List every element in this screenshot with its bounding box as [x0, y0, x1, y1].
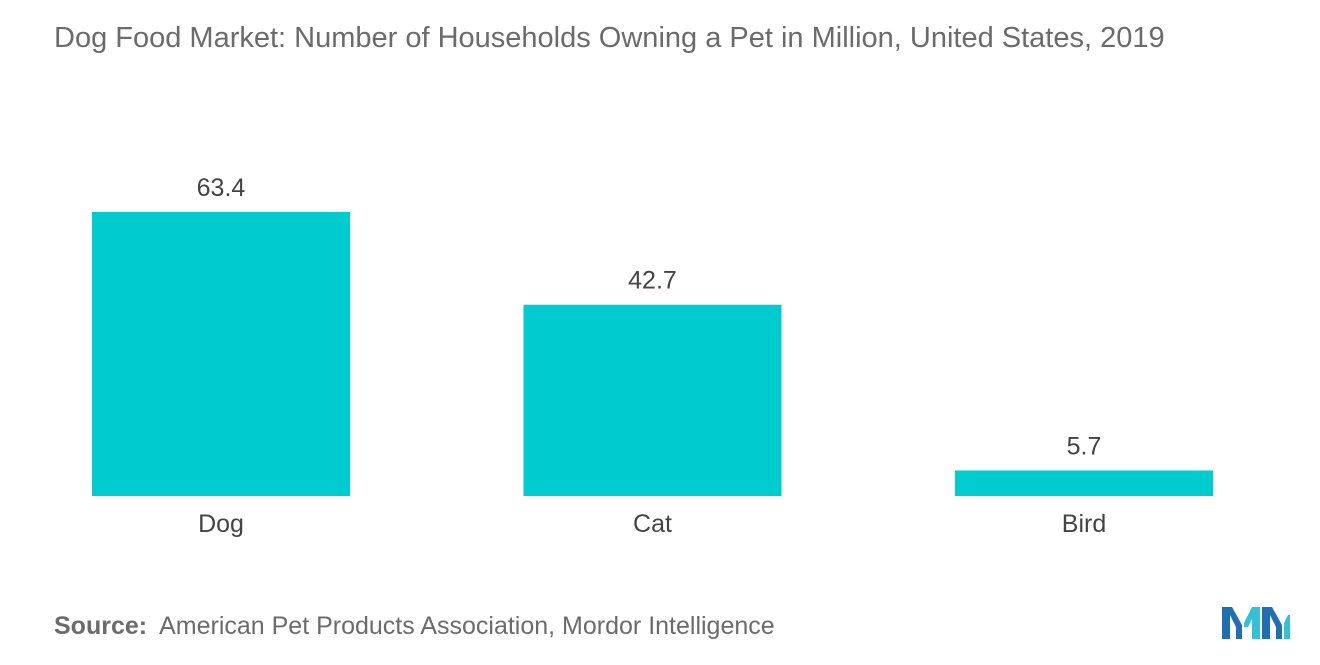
- value-label-group: 63.4 42.7 5.7: [197, 174, 1102, 460]
- bar-group: [92, 212, 1213, 496]
- bar-dog: [92, 212, 350, 496]
- mordor-intelligence-logo-icon: [1222, 607, 1290, 639]
- category-label-group: Dog Cat Bird: [198, 510, 1106, 538]
- value-label-dog: 63.4: [197, 174, 246, 202]
- category-label-cat: Cat: [633, 510, 672, 538]
- source-label: Source:: [54, 612, 148, 640]
- value-label-bird: 5.7: [1067, 432, 1102, 460]
- category-label-bird: Bird: [1062, 510, 1106, 538]
- bar-bird: [955, 470, 1213, 496]
- source-text: American Pet Products Association, Mordo…: [159, 612, 775, 640]
- category-label-dog: Dog: [198, 510, 244, 538]
- source-note: Source: American Pet Products Association…: [54, 612, 775, 641]
- value-label-cat: 42.7: [628, 267, 677, 295]
- bar-cat: [523, 304, 782, 496]
- chart-title: Dog Food Market: Number of Households Ow…: [54, 22, 1165, 54]
- bar-chart: 63.4 42.7 5.7 Dog Cat Bird: [92, 174, 1213, 538]
